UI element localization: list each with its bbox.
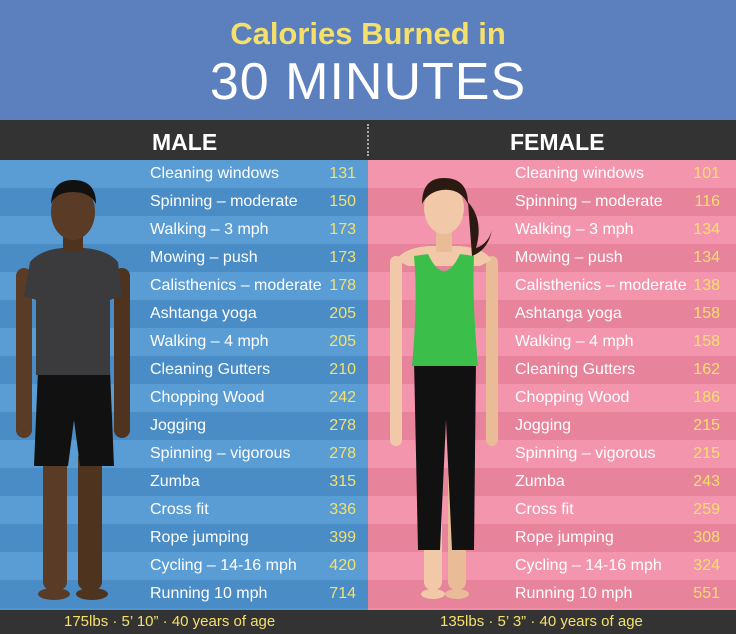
calorie-value: 315 [329,473,356,490]
activity-name: Rope jumping [150,529,249,546]
calorie-value: 324 [693,557,720,574]
male-panel: Cleaning windows 131 Spinning – moderate 1… [0,160,368,610]
activity-name: Cross fit [515,501,574,518]
male-header: MALE [0,120,368,160]
calorie-value: 205 [329,333,356,350]
activity-name: Cycling – 14-16 mph [150,557,297,574]
activity-name: Ashtanga yoga [150,305,257,322]
calorie-value: 714 [329,585,356,602]
activity-name: Walking – 4 mph [515,333,634,350]
activity-name: Mowing – push [515,249,623,266]
calorie-value: 399 [329,529,356,546]
calorie-value: 158 [693,333,720,350]
activity-name: Walking – 4 mph [150,333,269,350]
calorie-value: 178 [329,277,356,294]
title-line-1: Calories Burned in [230,16,506,51]
activity-name: Chopping Wood [150,389,265,406]
activity-name: Walking – 3 mph [150,221,269,238]
calorie-value: 150 [329,193,356,210]
female-panel: Cleaning windows 101 Spinning – moderate 1… [368,160,736,610]
activity-name: Calisthenics – moderate [150,277,322,294]
calorie-value: 131 [329,165,356,182]
calorie-value: 138 [693,277,720,294]
activity-name: Cross fit [150,501,209,518]
calorie-value: 551 [693,585,720,602]
calorie-value: 420 [329,557,356,574]
male-label: MALE [152,129,218,155]
activity-name: Cleaning windows [515,165,644,182]
calorie-value: 205 [329,305,356,322]
calorie-value: 278 [329,417,356,434]
female-header: FEMALE [368,120,736,160]
female-footer: 135lbs · 5’ 3” · 40 years of age [368,610,736,634]
activity-name: Spinning – vigorous [150,445,291,462]
female-figure-illustration [390,178,498,599]
male-figure-illustration [16,180,130,600]
activity-name: Spinning – moderate [150,193,298,210]
calorie-value: 158 [693,305,720,322]
header-divider [367,124,369,156]
activity-name: Cleaning Gutters [515,361,636,378]
calorie-value: 173 [329,221,356,238]
activity-name: Spinning – vigorous [515,445,656,462]
male-stats: 175lbs · 5’ 10” · 40 years of age [64,613,276,630]
calorie-value: 162 [693,361,720,378]
calorie-value: 278 [329,445,356,462]
activity-name: Jogging [150,417,207,434]
activity-name: Running 10 mph [515,585,633,602]
activity-name: Mowing – push [150,249,258,266]
calorie-value: 308 [693,529,720,546]
calorie-value: 134 [693,249,720,266]
activity-name: Zumba [150,473,200,490]
female-label: FEMALE [510,129,605,155]
activity-name: Chopping Wood [515,389,630,406]
activity-name: Calisthenics – moderate [515,277,687,294]
calorie-value: 173 [329,249,356,266]
activity-name: Cleaning windows [150,165,279,182]
calorie-value: 101 [693,165,720,182]
calorie-value: 242 [329,389,356,406]
title-line-2: 30 MINUTES [209,53,527,111]
activity-name: Walking – 3 mph [515,221,634,238]
activity-name: Jogging [515,417,572,434]
calorie-value: 215 [693,417,720,434]
activity-name: Cleaning Gutters [150,361,271,378]
activity-name: Spinning – moderate [515,193,663,210]
calorie-value: 134 [693,221,720,238]
activity-name: Running 10 mph [150,585,268,602]
female-stats: 135lbs · 5’ 3” · 40 years of age [440,613,643,630]
activity-name: Ashtanga yoga [515,305,622,322]
activity-name: Cycling – 14-16 mph [515,557,662,574]
calorie-value: 210 [329,361,356,378]
activity-name: Zumba [515,473,565,490]
calorie-value: 116 [694,193,720,210]
calorie-value: 215 [693,445,720,462]
header: Calories Burned in 30 MINUTES [0,0,736,120]
calorie-value: 259 [693,501,720,518]
male-footer: 175lbs · 5’ 10” · 40 years of age [0,610,368,634]
calorie-value: 243 [693,473,720,490]
calorie-value: 186 [693,389,720,406]
activity-name: Rope jumping [515,529,614,546]
calorie-value: 336 [329,501,356,518]
